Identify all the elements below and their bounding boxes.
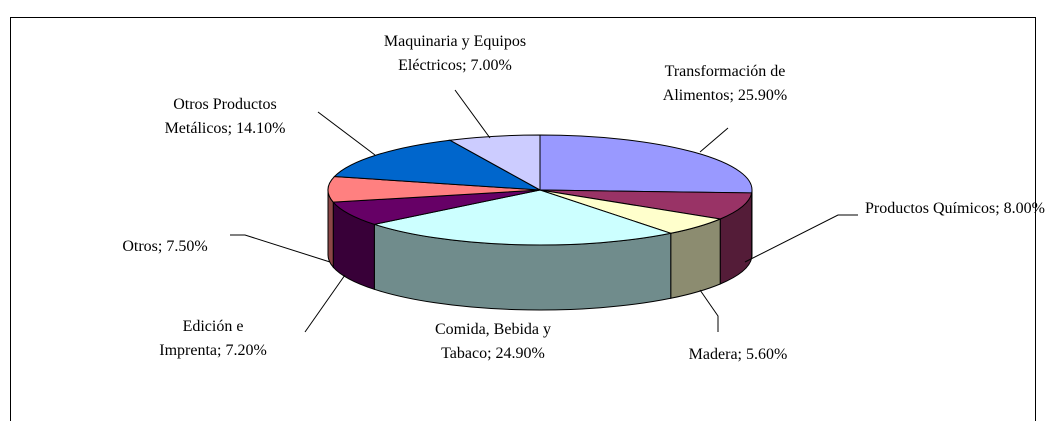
data-label: Otros; 7.50% [122,235,207,259]
category-label: Maquinaria y Equipos Eléctricos; [383,33,527,74]
slice [327,176,541,203]
data-label: Maquinaria y Equipos Eléctricos; 7.00% [373,30,538,78]
category-label: Productos Químicos; [865,200,1000,217]
value-label: 14.10% [236,120,286,137]
slice [372,189,673,246]
slice [333,139,541,191]
category-label: Comida, Bebida y Tabaco; [435,321,551,362]
leader-line [699,289,719,332]
leader-line [454,89,491,139]
chart-frame [10,17,1036,421]
data-label: Madera; 5.60% [689,343,788,367]
slice [448,134,541,191]
data-label: Productos Químicos; 8.00% [865,197,1045,221]
value-label: 8.00% [1003,200,1045,217]
data-label: Otros Productos Metálicos; 14.10% [150,93,300,141]
value-label: 7.20% [225,342,267,359]
leader-line [230,234,331,263]
category-label: Edición e Imprenta; [159,318,244,359]
leader-line [699,127,729,153]
value-label: 5.60% [745,346,788,363]
leader-line [304,274,346,333]
data-label: Transformación de Alimentos; 25.90% [640,60,810,108]
value-label: 25.90% [737,87,788,104]
slice [539,189,753,220]
slice [539,134,753,194]
leader-line [744,214,858,263]
value-label: 7.00% [470,57,512,74]
value-label: 7.50% [166,238,208,255]
value-label: 24.90% [495,345,545,362]
leader-line [317,111,376,156]
category-label: Transformación de Alimentos; [662,63,786,104]
category-label: Otros; [122,238,163,255]
data-label: Edición e Imprenta; 7.20% [133,315,293,363]
category-label: Madera; [688,346,742,363]
data-label: Comida, Bebida y Tabaco; 24.90% [418,318,568,366]
category-label: Otros Productos Metálicos; [164,96,277,137]
